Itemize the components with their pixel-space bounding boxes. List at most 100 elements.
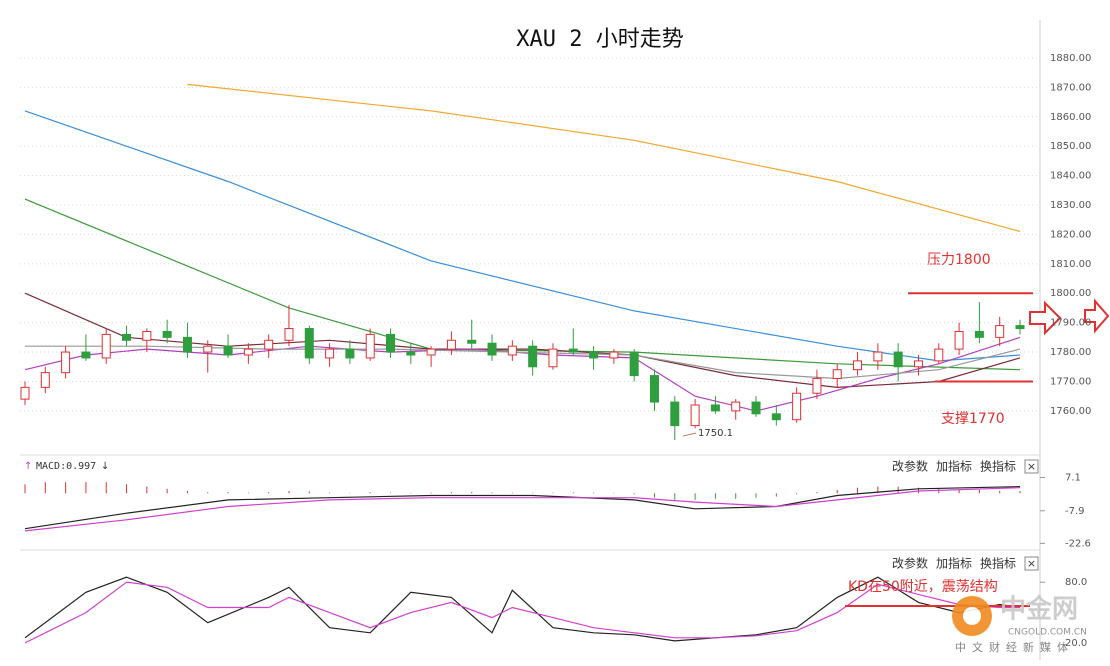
candle-body — [731, 401, 741, 412]
close-icon: × — [1027, 557, 1036, 570]
candle-body — [528, 345, 538, 368]
y-tick-label: 1850.00 — [1050, 141, 1091, 152]
candle-body — [710, 404, 720, 412]
y-tick-label: 80.0 — [1065, 577, 1087, 588]
candle-body — [304, 328, 314, 359]
arrow-icon — [1029, 300, 1062, 336]
line — [24, 487, 1021, 532]
chart-title: XAU 2 小时走势 — [516, 27, 683, 52]
control-button[interactable]: 换指标 — [980, 459, 1016, 474]
candle-body — [426, 348, 436, 356]
candle-body — [61, 351, 71, 374]
candle-body — [365, 333, 375, 359]
y-tick-label: 7.1 — [1065, 473, 1081, 484]
annotation: KD在50附近，震荡结构 — [848, 579, 998, 595]
line — [24, 581, 1020, 644]
control-button[interactable]: 加指标 — [936, 556, 972, 571]
candle-body — [162, 330, 172, 338]
y-tick-label: 1760.00 — [1050, 406, 1091, 417]
candle-body — [568, 348, 578, 353]
candle-body — [974, 330, 984, 338]
candle-body — [406, 351, 416, 356]
y-tick-label: 1860.00 — [1050, 112, 1091, 123]
close-icon: × — [1027, 460, 1036, 473]
control-button[interactable]: 改参数 — [892, 556, 928, 571]
candle-body — [812, 378, 822, 394]
indicator-arrow: ↑ — [24, 461, 32, 472]
y-tick-label: 1870.00 — [1050, 82, 1091, 93]
candle-body — [345, 348, 355, 359]
y-tick-label: 1770.00 — [1050, 376, 1091, 387]
domain: CNGOLD.COM.CN — [1008, 628, 1087, 638]
candle-body — [913, 360, 923, 368]
line — [24, 576, 1021, 642]
y-tick-label: 1810.00 — [1050, 259, 1091, 270]
candle-body — [325, 348, 335, 359]
candle-body — [101, 333, 111, 359]
brand: 中金网 — [1000, 594, 1078, 625]
candle-body — [670, 401, 680, 427]
arrow-icon — [1084, 298, 1110, 334]
watermark: 中金网 CNGOLD.COM.CN 中文财经新媒体 — [952, 594, 1087, 654]
candle-body — [507, 345, 517, 356]
y-tick-label: 20.0 — [1065, 638, 1087, 649]
candle-body — [751, 401, 761, 415]
annotation: 1750.1 — [698, 428, 733, 439]
candle-body — [20, 386, 30, 400]
candle-body — [182, 336, 192, 353]
y-tick-label: 1820.00 — [1050, 229, 1091, 240]
line — [24, 336, 1021, 412]
candle-body — [649, 375, 659, 403]
candle-body — [954, 330, 964, 350]
y-tick-label: 1840.00 — [1050, 171, 1091, 182]
line — [24, 110, 1021, 362]
control-button[interactable]: 改参数 — [892, 459, 928, 474]
control-button[interactable]: 加指标 — [936, 459, 972, 474]
y-tick-label: 1780.00 — [1050, 347, 1091, 358]
candle-body — [284, 328, 294, 341]
candle-body — [122, 333, 132, 341]
line — [24, 198, 1021, 371]
slogan: 中文财经新媒体 — [955, 640, 1074, 654]
candle-body — [832, 369, 842, 380]
candle-body — [934, 348, 944, 362]
annotation: 压力1800 — [927, 252, 991, 268]
candle-body — [609, 351, 619, 359]
candle-body — [995, 325, 1005, 338]
line — [187, 83, 1021, 233]
annotation: 支撑1770 — [941, 411, 1005, 427]
y-tick-label: 1830.00 — [1050, 200, 1091, 211]
logo — [963, 607, 981, 625]
candle-body — [893, 351, 903, 368]
candle-body — [1015, 325, 1025, 330]
candle-body — [589, 351, 599, 359]
y-tick-label: 1800.00 — [1050, 288, 1091, 299]
control-button[interactable]: 换指标 — [980, 556, 1016, 571]
line — [24, 292, 1021, 389]
y-tick-label: -7.9 — [1065, 506, 1085, 517]
candle-body — [386, 333, 396, 353]
candle-body — [853, 360, 863, 371]
line — [24, 486, 1021, 530]
candle-body — [487, 342, 497, 356]
candle-body — [223, 345, 233, 356]
candle-body — [40, 372, 50, 388]
y-tick-label: 1880.00 — [1050, 53, 1091, 64]
y-tick-label: 1790.00 — [1050, 318, 1091, 329]
candle-body — [243, 348, 253, 356]
close-button[interactable] — [1024, 556, 1039, 571]
candle-body — [548, 348, 558, 368]
candle-body — [690, 404, 700, 427]
y-tick-label: -22.6 — [1065, 538, 1091, 549]
close-button[interactable] — [1024, 459, 1039, 474]
candle-body — [873, 351, 883, 362]
annotation-pointer — [682, 432, 697, 437]
controls: 改参数 加指标 换指标 × 改参数 加指标 换指标 × — [892, 459, 1039, 571]
indicator-label: MACD:0.997 — [36, 461, 96, 472]
candle-body — [142, 330, 152, 341]
candle-body — [771, 413, 781, 421]
candle-body — [264, 339, 274, 350]
candle-body — [446, 339, 456, 350]
indicator-arrow: ↓ — [101, 461, 109, 472]
